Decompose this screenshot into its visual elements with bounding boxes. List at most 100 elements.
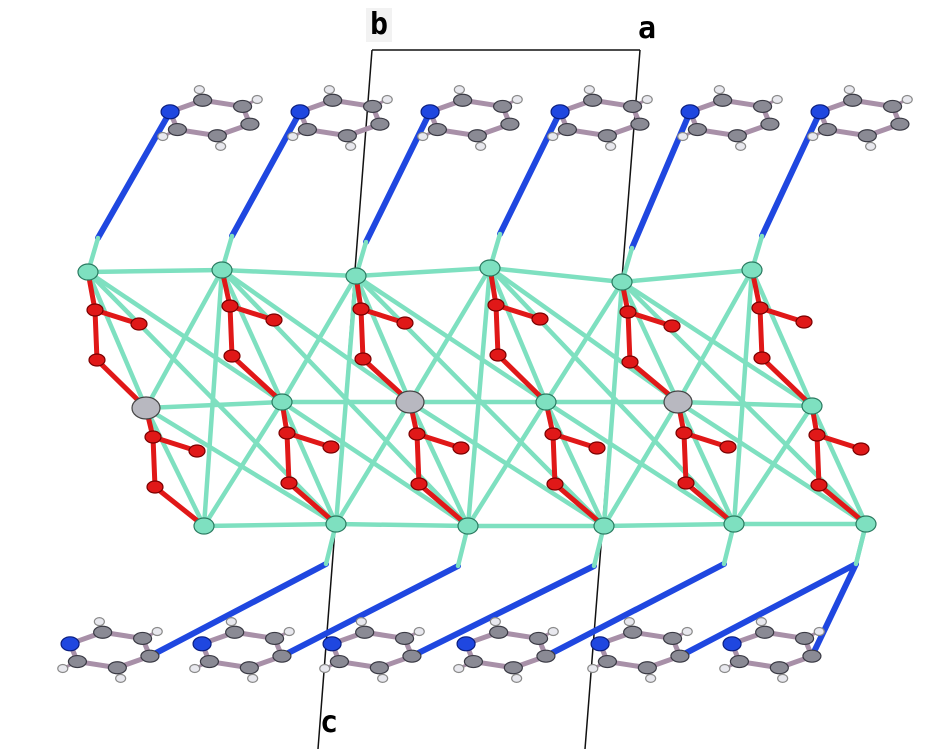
nitrogen-atom — [456, 636, 476, 652]
carbon-atom — [355, 625, 375, 639]
hydrogen-atom — [215, 141, 227, 151]
metal-bond — [143, 405, 207, 529]
metal-bond — [85, 267, 225, 275]
oxygen-atom — [265, 313, 283, 327]
oxygen-bond — [150, 434, 158, 490]
metal-atom — [325, 515, 347, 533]
oxygen-atom — [489, 348, 507, 362]
hydrogen-atom — [489, 617, 501, 627]
metal-bond — [619, 279, 681, 405]
hydrogen-atom — [115, 673, 127, 683]
ligand-bond — [408, 563, 597, 660]
hydrogen-atom — [453, 85, 465, 95]
metal-bond — [333, 399, 413, 527]
metal-bond — [353, 273, 413, 405]
oxygen-bond — [757, 305, 765, 361]
metal-bond — [543, 279, 625, 405]
hydrogen-atom — [225, 617, 237, 627]
ligand-bond — [676, 561, 859, 660]
carbon-atom — [239, 661, 259, 675]
metal-bond — [201, 521, 339, 529]
oxygen-bond — [286, 480, 339, 527]
carbon-atom — [264, 631, 285, 646]
ligand-bond — [363, 108, 434, 245]
oxygen-bond — [416, 481, 471, 529]
carbon-atom — [597, 129, 617, 143]
metal-bond — [675, 399, 737, 527]
nitrogen-atom — [322, 636, 342, 652]
hydrogen-atom — [511, 673, 523, 683]
hydrogen-atom — [189, 663, 201, 674]
oxygen-bond — [816, 482, 869, 527]
oxygen-atom — [852, 442, 870, 456]
carbon-atom — [713, 93, 733, 107]
carbon-atom — [132, 631, 153, 646]
metal-bond — [219, 267, 285, 405]
hydrogen-atom — [475, 141, 487, 151]
hydrogen-atom — [323, 85, 335, 95]
hydrogen-atom — [641, 94, 653, 105]
metal-bond — [219, 267, 413, 405]
carbon-atom — [225, 625, 245, 639]
hydrogen-atom — [377, 673, 389, 683]
hydrogen-atom — [901, 94, 913, 105]
oxygen-bond — [92, 307, 100, 363]
carbon-atom — [394, 631, 415, 646]
metal-atom — [77, 263, 99, 281]
carbon-atom — [536, 649, 556, 663]
oxygen-bond — [495, 352, 549, 405]
oxygen-bond — [625, 309, 633, 365]
metal-atom — [801, 397, 823, 415]
carbon-atom — [857, 129, 877, 143]
oxygen-bond — [229, 353, 285, 405]
nitrogen-atom — [192, 636, 212, 652]
hydrogen-atom — [719, 663, 731, 674]
carbon-atom — [492, 99, 513, 114]
hydrogen-atom — [287, 131, 299, 142]
metal-bond — [407, 265, 493, 405]
hydrogen-atom — [345, 141, 357, 151]
hydrogen-atom — [755, 617, 767, 627]
hydrogen-atom — [587, 663, 599, 674]
metal-atom — [479, 259, 501, 277]
oxygen-atom — [808, 428, 826, 442]
metal-atom — [723, 515, 745, 533]
oxygen-atom — [278, 426, 296, 440]
hydrogen-atom — [283, 626, 295, 637]
oxygen-atom — [410, 477, 428, 491]
oxygen-atom — [795, 315, 813, 329]
carbon-atom — [637, 661, 657, 675]
carbon-atom — [427, 122, 448, 137]
hydrogen-atom — [807, 131, 819, 142]
oxygen-atom — [221, 299, 239, 313]
carbon-atom — [557, 122, 578, 137]
hydrogen-atom — [547, 626, 559, 637]
metal-bond — [219, 267, 359, 279]
carbon-atom — [662, 631, 683, 646]
oxygen-atom — [675, 426, 693, 440]
oxygen-atom — [751, 301, 769, 315]
oxygen-atom — [719, 440, 737, 454]
metal-bond — [279, 273, 359, 405]
metal-bond — [601, 399, 681, 529]
carbon-atom — [93, 625, 113, 639]
ligand-bond — [95, 108, 174, 241]
carbon-atom — [802, 649, 822, 663]
hydrogen-atom — [735, 141, 747, 151]
carbon-atom — [193, 93, 213, 107]
carbon-atom — [630, 117, 650, 131]
oxygen-bond — [152, 484, 207, 529]
carbon-atom — [623, 625, 643, 639]
oxygen-bond — [681, 430, 689, 486]
carbon-atom — [140, 649, 160, 663]
carbon-atom — [167, 122, 188, 137]
hydrogen-atom — [843, 85, 855, 95]
metal-atom — [593, 517, 615, 535]
metal-bond — [619, 279, 815, 409]
oxygen-bond — [227, 303, 235, 359]
metal-atom — [345, 267, 367, 285]
hydrogen-atom — [677, 131, 689, 142]
carbon-atom — [622, 99, 643, 114]
oxygen-bond — [550, 431, 558, 487]
oxygen-atom — [396, 316, 414, 330]
